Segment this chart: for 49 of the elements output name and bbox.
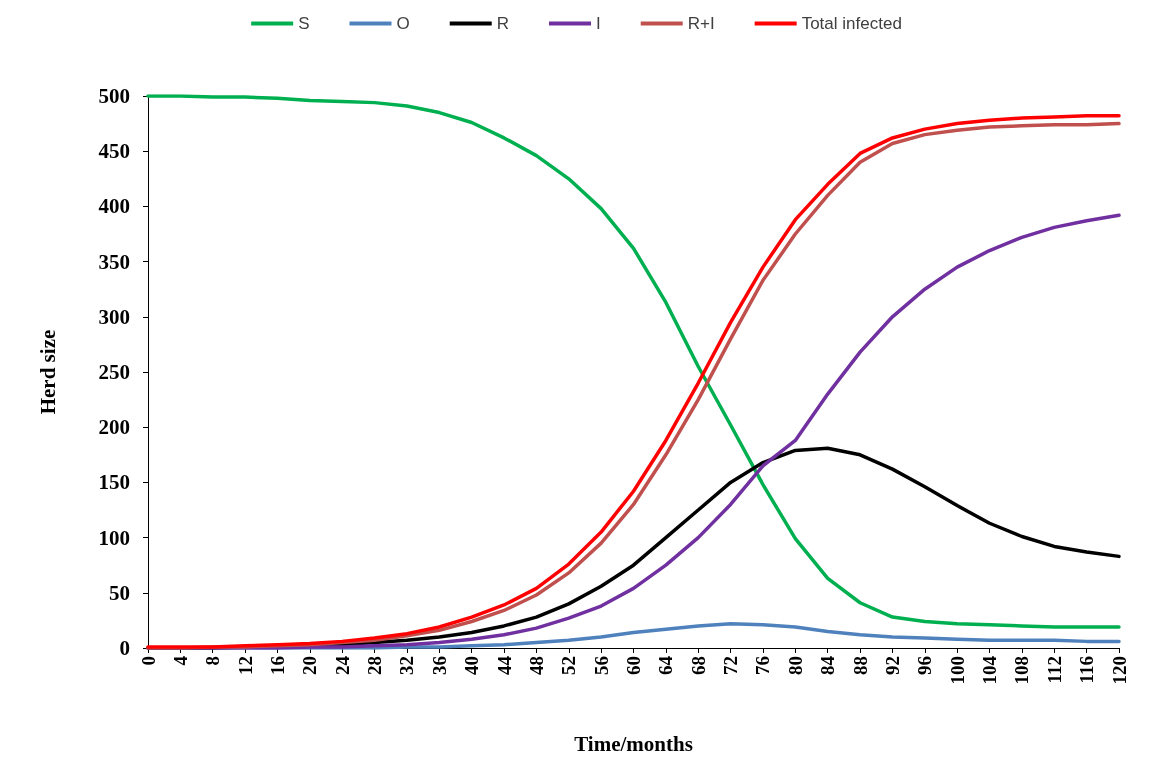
x-tick-label: 108 bbox=[1011, 656, 1033, 685]
x-tick-label: 72 bbox=[720, 656, 742, 675]
y-axis-title: Herd size bbox=[35, 329, 60, 415]
x-tick-label: 116 bbox=[1076, 656, 1098, 684]
y-tick-label: 300 bbox=[98, 304, 130, 329]
x-tick-label: 36 bbox=[428, 656, 450, 675]
legend-label: R+I bbox=[687, 14, 715, 33]
x-tick-label: 52 bbox=[558, 656, 580, 675]
x-tick-label: 28 bbox=[364, 656, 386, 675]
y-tick-label: 250 bbox=[98, 360, 130, 384]
x-tick-label: 48 bbox=[525, 656, 547, 675]
y-tick-label: 400 bbox=[98, 194, 130, 219]
legend-label: I bbox=[596, 14, 601, 33]
y-tick-label: 450 bbox=[98, 139, 130, 164]
x-tick-label: 20 bbox=[299, 656, 321, 675]
x-tick-label: 96 bbox=[914, 656, 936, 675]
x-tick-label: 24 bbox=[331, 655, 353, 675]
x-tick-label: 112 bbox=[1043, 656, 1065, 684]
y-tick-label: 500 bbox=[98, 84, 130, 108]
x-tick-label: 40 bbox=[461, 656, 483, 675]
y-tick-label: 50 bbox=[109, 580, 130, 605]
x-tick-label: 16 bbox=[266, 656, 288, 675]
x-tick-label: 80 bbox=[784, 656, 806, 675]
y-tick-label: 100 bbox=[98, 525, 130, 550]
y-tick-label: 200 bbox=[98, 415, 130, 440]
x-tick-label: 68 bbox=[687, 656, 709, 675]
x-tick-label: 84 bbox=[817, 655, 839, 675]
y-tick-label: 150 bbox=[98, 470, 130, 495]
legend-label: R bbox=[496, 14, 510, 33]
x-tick-label: 76 bbox=[752, 656, 774, 675]
x-tick-label: 4 bbox=[169, 655, 191, 666]
x-tick-label: 0 bbox=[137, 656, 159, 666]
legend-label: Total infected bbox=[801, 14, 902, 33]
x-tick-label: 88 bbox=[849, 656, 871, 675]
x-tick-label: 12 bbox=[234, 656, 256, 675]
legend-label: S bbox=[298, 14, 310, 33]
x-tick-label: 60 bbox=[623, 656, 644, 675]
x-axis-title: Time/months bbox=[574, 731, 693, 756]
legend-label: O bbox=[396, 14, 410, 33]
x-tick-label: 32 bbox=[396, 656, 418, 675]
x-tick-label: 56 bbox=[590, 656, 612, 675]
x-tick-label: 44 bbox=[493, 655, 515, 675]
x-tick-label: 104 bbox=[979, 655, 1001, 685]
x-tick-label: 64 bbox=[655, 655, 677, 675]
x-tick-label: 92 bbox=[881, 656, 903, 675]
x-tick-label: 100 bbox=[946, 656, 968, 685]
x-tick-label: 8 bbox=[202, 656, 224, 666]
y-tick-label: 350 bbox=[98, 249, 130, 274]
x-tick-label: 120 bbox=[1108, 656, 1130, 685]
